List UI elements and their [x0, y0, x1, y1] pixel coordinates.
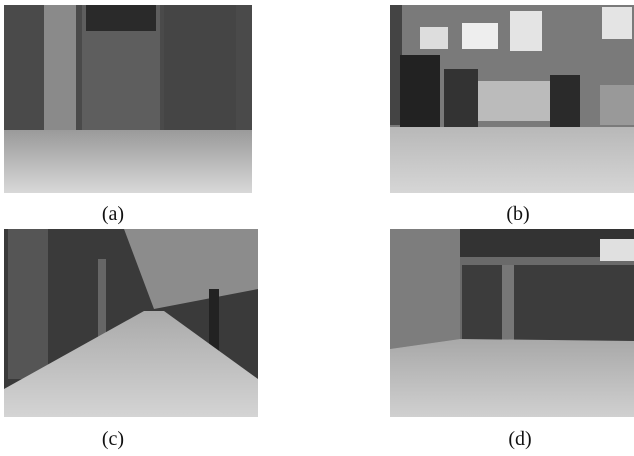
caption: (c) — [83, 428, 143, 451]
photo-d — [390, 229, 634, 417]
caption: (d) — [490, 428, 550, 451]
photo-a — [4, 5, 252, 193]
caption: (b) — [488, 203, 548, 226]
figure: (a) (b) (c) (d) — [0, 0, 634, 456]
caption: (a) — [83, 203, 143, 226]
photo-c — [4, 229, 258, 417]
photo-b — [390, 5, 634, 193]
